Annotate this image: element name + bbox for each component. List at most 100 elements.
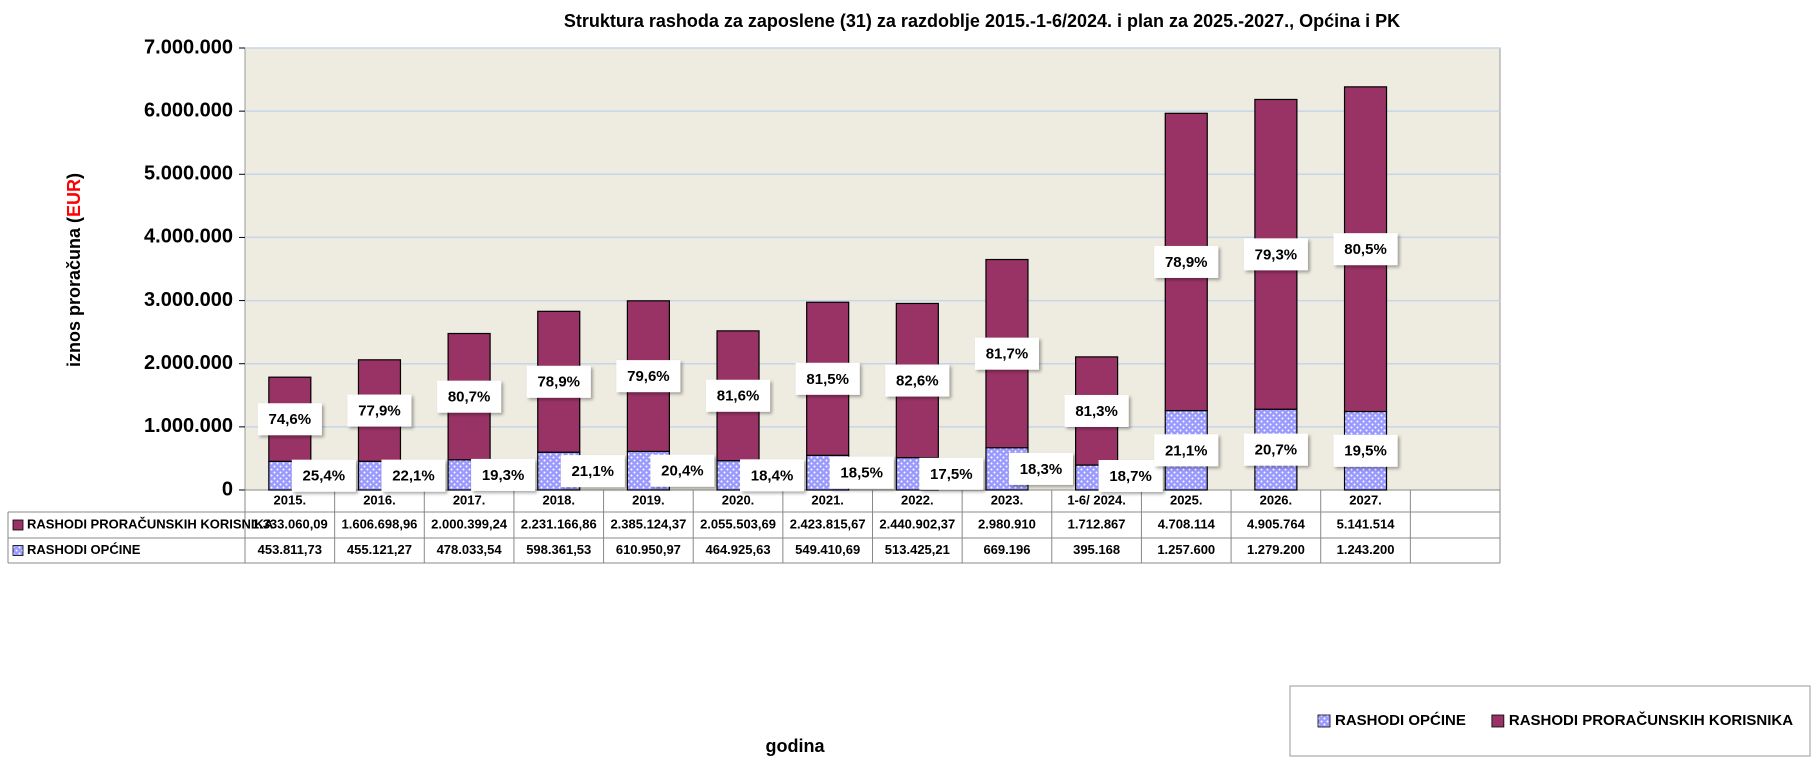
x-tick-label: 2021. xyxy=(811,492,844,507)
legend-label: RASHODI OPĆINE xyxy=(1335,711,1466,729)
share-label-box xyxy=(471,458,536,491)
y-tick-label: 6.000.000 xyxy=(144,99,233,121)
share-label-box xyxy=(437,380,502,413)
x-tick-label: 2015. xyxy=(274,492,307,507)
legend xyxy=(1289,685,1811,757)
share-label: 81,7% xyxy=(986,346,1029,363)
table-cell: 2.385.124,37 xyxy=(610,516,686,531)
table-cell: 1.257.600 xyxy=(1157,542,1215,557)
share-label: 19,3% xyxy=(482,467,525,484)
y-tick-label: 4.000.000 xyxy=(144,226,233,248)
x-axis-title: godina xyxy=(766,736,826,756)
share-label-box xyxy=(795,362,860,395)
share-label: 74,6% xyxy=(269,411,312,428)
y-tick-label: 1.000.000 xyxy=(144,415,233,437)
share-label-box xyxy=(1098,460,1163,492)
legend-key xyxy=(12,519,24,531)
share-label: 79,3% xyxy=(1255,246,1298,263)
y-tick-label: 3.000.000 xyxy=(144,289,233,311)
table-series-name: RASHODI OPĆINE xyxy=(27,542,141,557)
share-label: 20,7% xyxy=(1255,442,1298,459)
share-label: 77,9% xyxy=(358,403,401,420)
share-label-box xyxy=(919,457,984,490)
x-tick-label: 2016. xyxy=(363,492,396,507)
table-cell: 2.440.902,37 xyxy=(879,516,955,531)
table-cell: 2.980.910 xyxy=(978,516,1036,531)
x-tick-label: 2023. xyxy=(991,492,1024,507)
share-label: 82,6% xyxy=(896,372,939,389)
share-label: 79,6% xyxy=(627,368,670,385)
x-tick-label: 2017. xyxy=(453,492,486,507)
table-cell: 395.168 xyxy=(1073,542,1120,557)
table-cell: 1.243.200 xyxy=(1337,542,1395,557)
share-label: 81,3% xyxy=(1075,403,1118,420)
x-tick-label: 2019. xyxy=(632,492,665,507)
table-cell: 453.811,73 xyxy=(258,542,322,557)
x-tick-label: 2027. xyxy=(1349,492,1382,507)
share-label-box xyxy=(1064,394,1129,427)
table-series-name: RASHODI PRORAČUNSKIH KORISNIKA xyxy=(27,516,274,531)
table-cell: 2.423.815,67 xyxy=(790,516,866,531)
table-cell: 669.196 xyxy=(983,542,1030,557)
share-label: 78,9% xyxy=(1165,254,1208,271)
table-cell: 1.606.698,96 xyxy=(342,516,418,531)
share-label: 25,4% xyxy=(303,468,346,485)
x-tick-label: 2020. xyxy=(722,492,755,507)
plot-area xyxy=(244,47,1501,491)
table-cell: 4.708.114 xyxy=(1158,516,1216,531)
y-axis-title-part: ) xyxy=(64,173,84,179)
share-label: 80,5% xyxy=(1344,241,1387,258)
table-cell: 2.231.166,86 xyxy=(521,516,597,531)
share-label: 81,6% xyxy=(717,388,760,405)
y-tick-label: 5.000.000 xyxy=(144,163,233,185)
x-tick-label: 2022. xyxy=(901,492,934,507)
x-tick-label: 2025. xyxy=(1170,492,1203,507)
table-cell: 598.361,53 xyxy=(526,542,591,557)
y-tick-label: 2.000.000 xyxy=(144,352,233,374)
y-axis-title-part: iznos proračuna ( xyxy=(64,217,84,367)
share-label-box xyxy=(1154,245,1219,278)
share-label-box xyxy=(616,360,681,393)
table-cell: 549.410,69 xyxy=(795,542,860,557)
share-label: 80,7% xyxy=(448,389,491,406)
y-axis-title: iznos proračuna (EUR) xyxy=(64,173,84,367)
legend-key xyxy=(1317,714,1331,728)
share-label-box xyxy=(560,455,625,488)
table-cell: 1.712.867 xyxy=(1068,516,1126,531)
share-label: 21,1% xyxy=(571,463,614,480)
table-cell: 4.905.764 xyxy=(1247,516,1306,531)
share-label-box xyxy=(291,459,356,492)
table-cell: 1.333.060,09 xyxy=(252,516,328,531)
share-label-box xyxy=(526,365,591,398)
y-tick-label: 7.000.000 xyxy=(144,36,233,58)
share-label-box xyxy=(1333,434,1398,467)
share-label: 18,5% xyxy=(840,465,883,482)
share-label-box xyxy=(829,456,894,489)
table-cell: 455.121,27 xyxy=(347,542,412,557)
share-label: 19,5% xyxy=(1344,443,1387,460)
share-label-box xyxy=(885,364,950,397)
y-tick-label: 0 xyxy=(222,478,233,500)
share-label-box xyxy=(974,337,1039,370)
table-cell: 2.000.399,24 xyxy=(431,516,508,531)
table-cell: 513.425,21 xyxy=(885,542,950,557)
legend-key xyxy=(1491,714,1505,728)
share-label: 21,1% xyxy=(1165,442,1208,459)
share-label-box xyxy=(1008,452,1073,485)
x-tick-label: 2026. xyxy=(1260,492,1293,507)
table-cell: 478.033,54 xyxy=(437,542,503,557)
share-label-box xyxy=(381,459,446,492)
chart-title: Struktura rashoda za zaposlene (31) za r… xyxy=(564,11,1400,31)
share-label-box xyxy=(347,394,412,427)
table-cell: 5.141.514 xyxy=(1337,516,1396,531)
share-label: 22,1% xyxy=(392,468,435,485)
share-label: 17,5% xyxy=(930,466,973,483)
share-label-box xyxy=(706,379,771,412)
share-label: 81,5% xyxy=(806,371,849,388)
share-label-box xyxy=(1333,233,1398,266)
share-label-box xyxy=(1243,433,1308,466)
share-label: 18,4% xyxy=(751,467,794,484)
x-tick-label: 1-6/ 2024. xyxy=(1067,492,1126,507)
